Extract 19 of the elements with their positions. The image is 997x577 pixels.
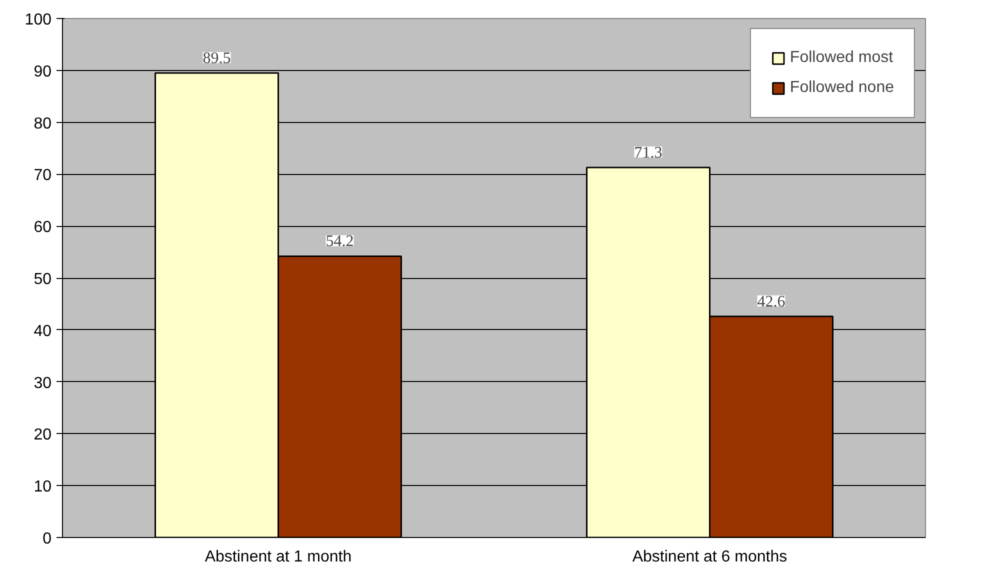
y-tick-label: 60 [34, 219, 52, 236]
data-label: 42.6 [757, 293, 786, 310]
data-label: 89.5 [202, 50, 231, 67]
data-label: 54.2 [326, 233, 354, 250]
y-tick-label: 10 [34, 478, 52, 496]
y-tick-label: 20 [34, 426, 52, 444]
y-tick-label: 80 [34, 115, 52, 132]
y-tick-label: 50 [34, 271, 52, 288]
y-tick-label: 0 [42, 530, 52, 548]
y-tick-label: 30 [34, 374, 52, 392]
y-tick-label: 70 [34, 167, 52, 184]
legend-label: Followed none [790, 79, 894, 97]
data-label: 71.3 [634, 144, 662, 162]
y-tick-label: 40 [34, 322, 52, 340]
legend-label: Followed most [790, 49, 894, 67]
y-tick-label: 100 [24, 12, 52, 28]
y-tick-label: 90 [34, 63, 52, 80]
x-tick-label: Abstinent at 6 months [632, 548, 788, 566]
x-tick-label: Abstinent at 1 month [204, 548, 352, 566]
